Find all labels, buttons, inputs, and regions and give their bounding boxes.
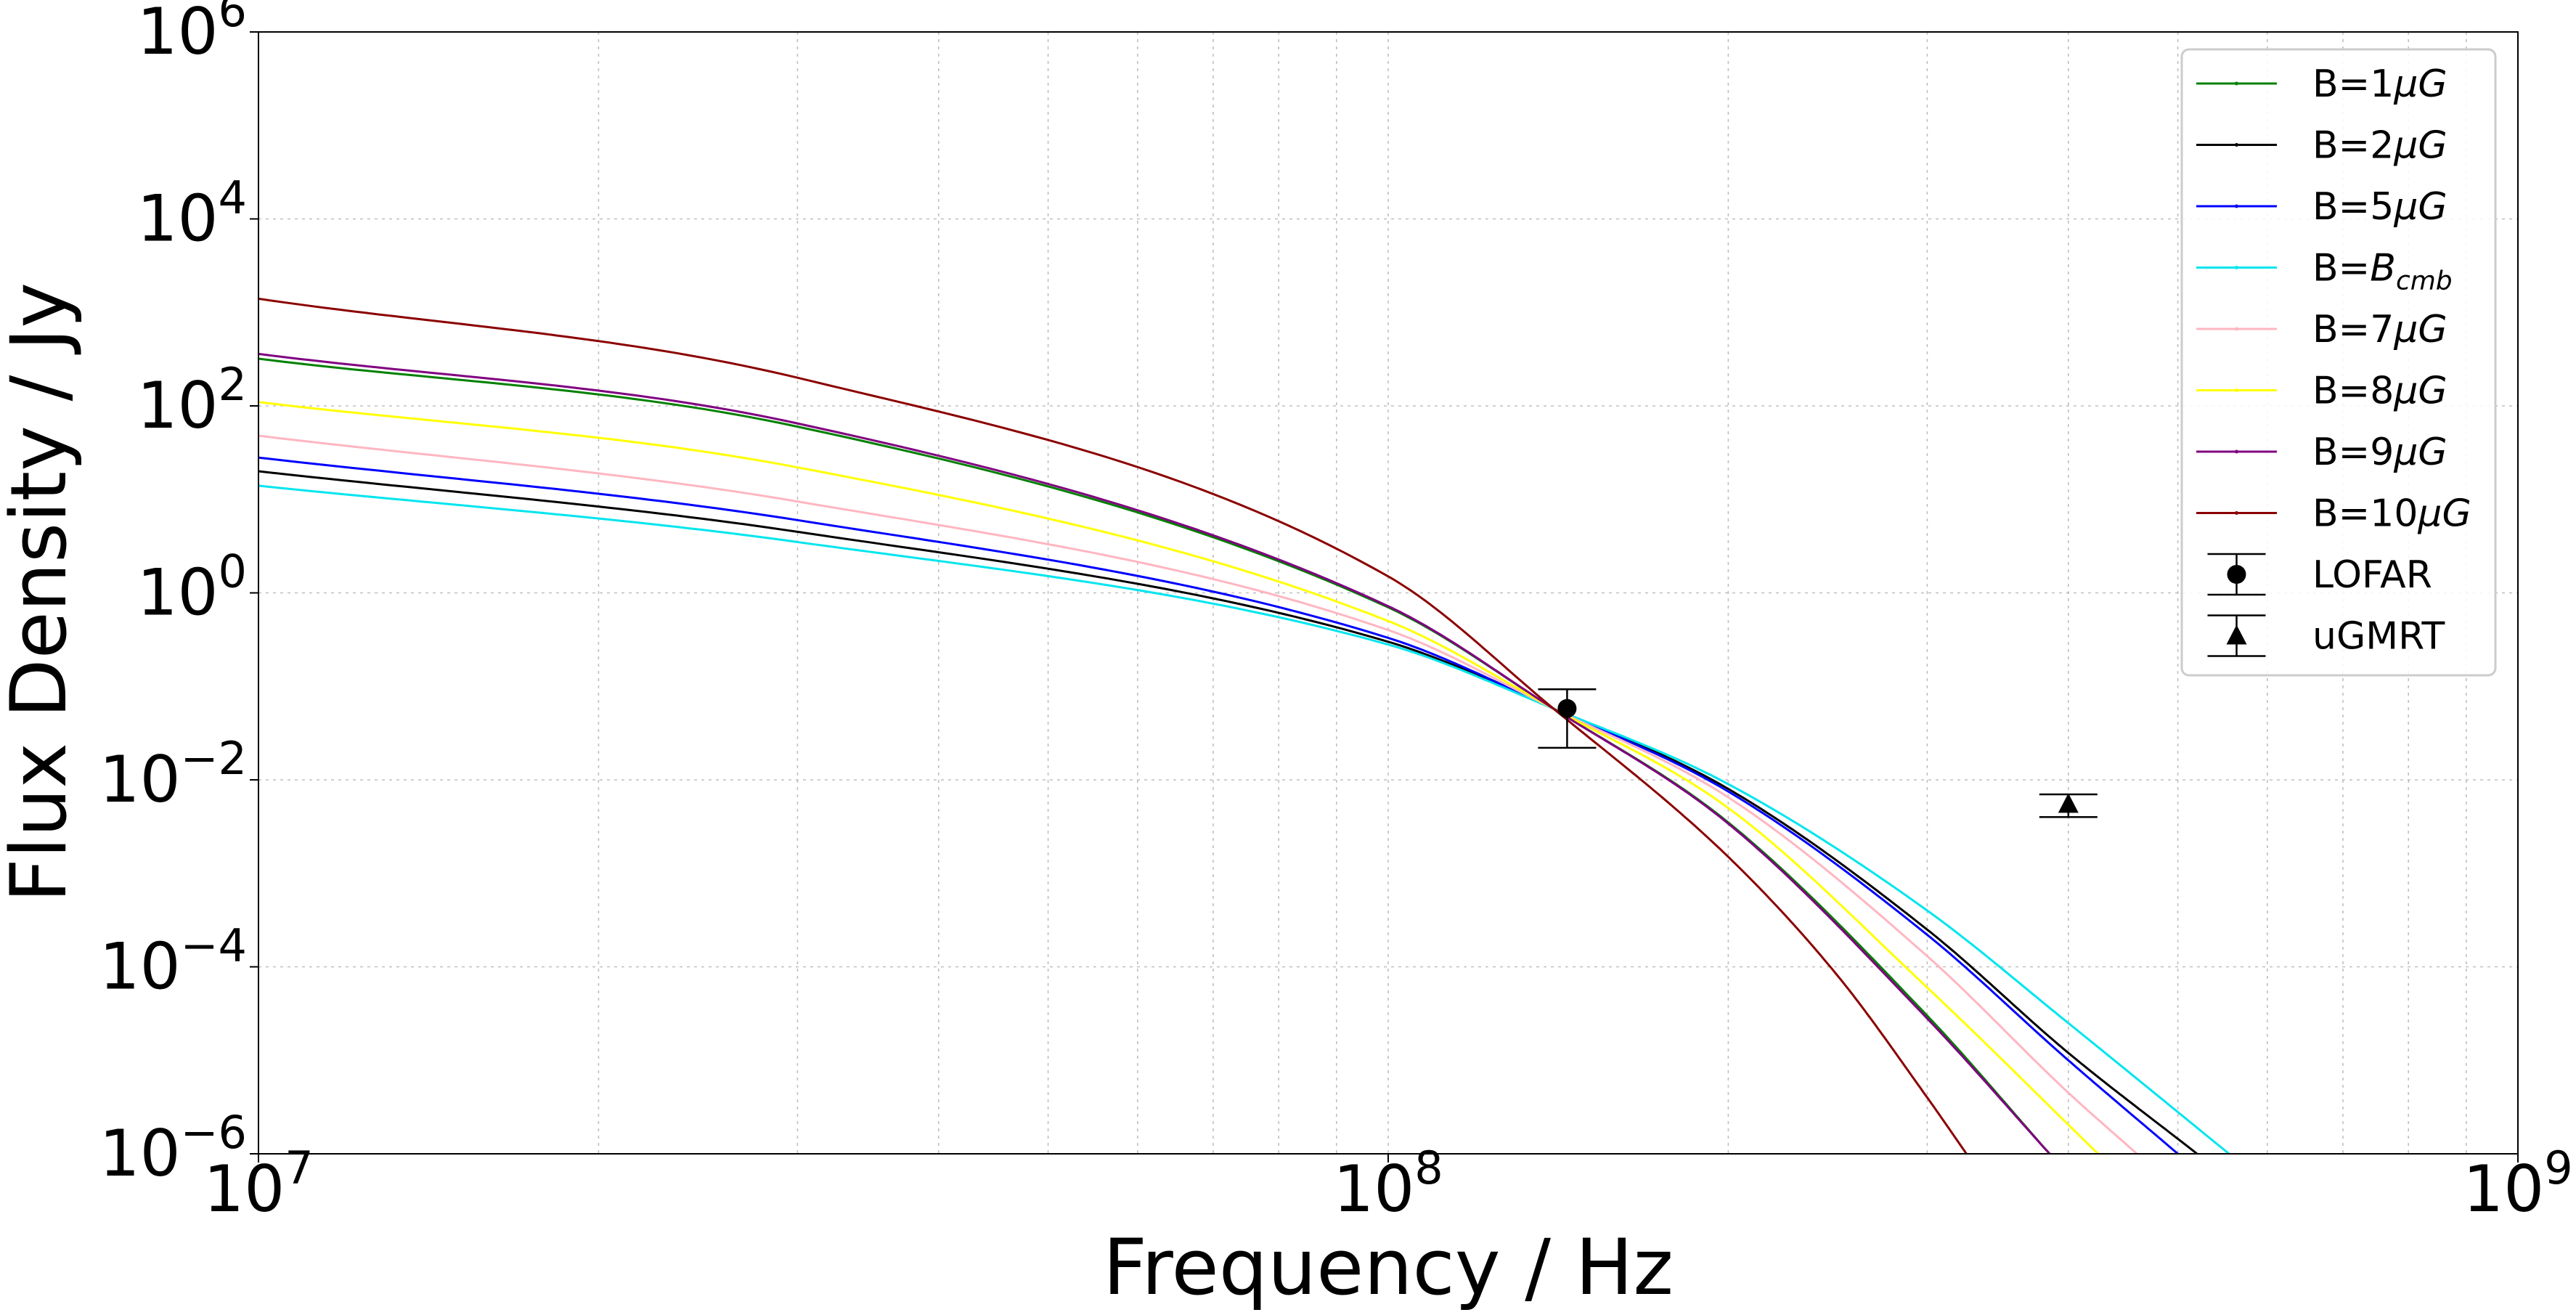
- series-line-4: [258, 484, 2230, 1154]
- y-axis-label: Flux Density / Jy: [0, 282, 83, 903]
- data-points: [1538, 688, 2098, 818]
- y-tick-label: 10−4: [99, 919, 247, 1004]
- x-axis-ticks: 107 108 109: [203, 1141, 2572, 1226]
- legend-swatch-dot: [2235, 143, 2238, 147]
- series-line-3: [258, 456, 2179, 1154]
- y-tick-label: 10−2: [99, 732, 247, 817]
- legend-label: B=10μG: [2312, 492, 2471, 536]
- point-ugmrt: [2058, 793, 2079, 813]
- series-line-2: [258, 470, 2198, 1154]
- legend-swatch-dot: [2235, 266, 2238, 269]
- series-lines: [258, 297, 2230, 1154]
- legend-marker: [2226, 624, 2247, 645]
- x-tick-label: 107: [203, 1141, 313, 1226]
- x-axis-label: Frequency / Hz: [1103, 1223, 1674, 1312]
- y-axis-ticks: 106 104 102 100 10−2 10−4 10−6: [99, 0, 258, 1191]
- series-line-8: [258, 297, 1968, 1154]
- legend-label: LOFAR: [2312, 553, 2432, 597]
- legend-label: B=Bcmb: [2312, 247, 2453, 296]
- y-tick-label: 104: [137, 171, 247, 256]
- legend-marker: [2227, 565, 2246, 584]
- legend-swatch-dot: [2235, 327, 2238, 331]
- y-tick-label: 10−6: [99, 1106, 247, 1191]
- y-tick-label: 100: [137, 545, 247, 630]
- legend-label: B=7μG: [2312, 308, 2447, 351]
- y-tick-label: 106: [137, 0, 247, 69]
- legend-label: uGMRT: [2312, 615, 2445, 659]
- y-tick-label: 102: [137, 358, 247, 443]
- legend-swatch-dot: [2235, 388, 2238, 392]
- point-lofar: [1557, 699, 1577, 718]
- x-tick-label: 108: [1333, 1141, 1443, 1226]
- legend-swatch-dot: [2235, 81, 2238, 86]
- x-tick-label: 109: [2463, 1141, 2572, 1226]
- legend-label: B=1μG: [2312, 62, 2447, 106]
- legend: B=1μG B=2μG B=5μG B=Bcmb B=7μG B=8μG B=9μG B=10…: [2180, 48, 2497, 677]
- legend-label: B=8μG: [2312, 370, 2447, 413]
- legend-label: B=2μG: [2312, 124, 2447, 168]
- legend-swatch-dot: [2235, 449, 2238, 454]
- legend-label: B=9μG: [2312, 431, 2447, 474]
- legend-label: B=5μG: [2312, 185, 2447, 229]
- series-line-5: [258, 434, 2138, 1154]
- legend-swatch-dot: [2235, 511, 2238, 515]
- legend-swatch-dot: [2235, 204, 2238, 208]
